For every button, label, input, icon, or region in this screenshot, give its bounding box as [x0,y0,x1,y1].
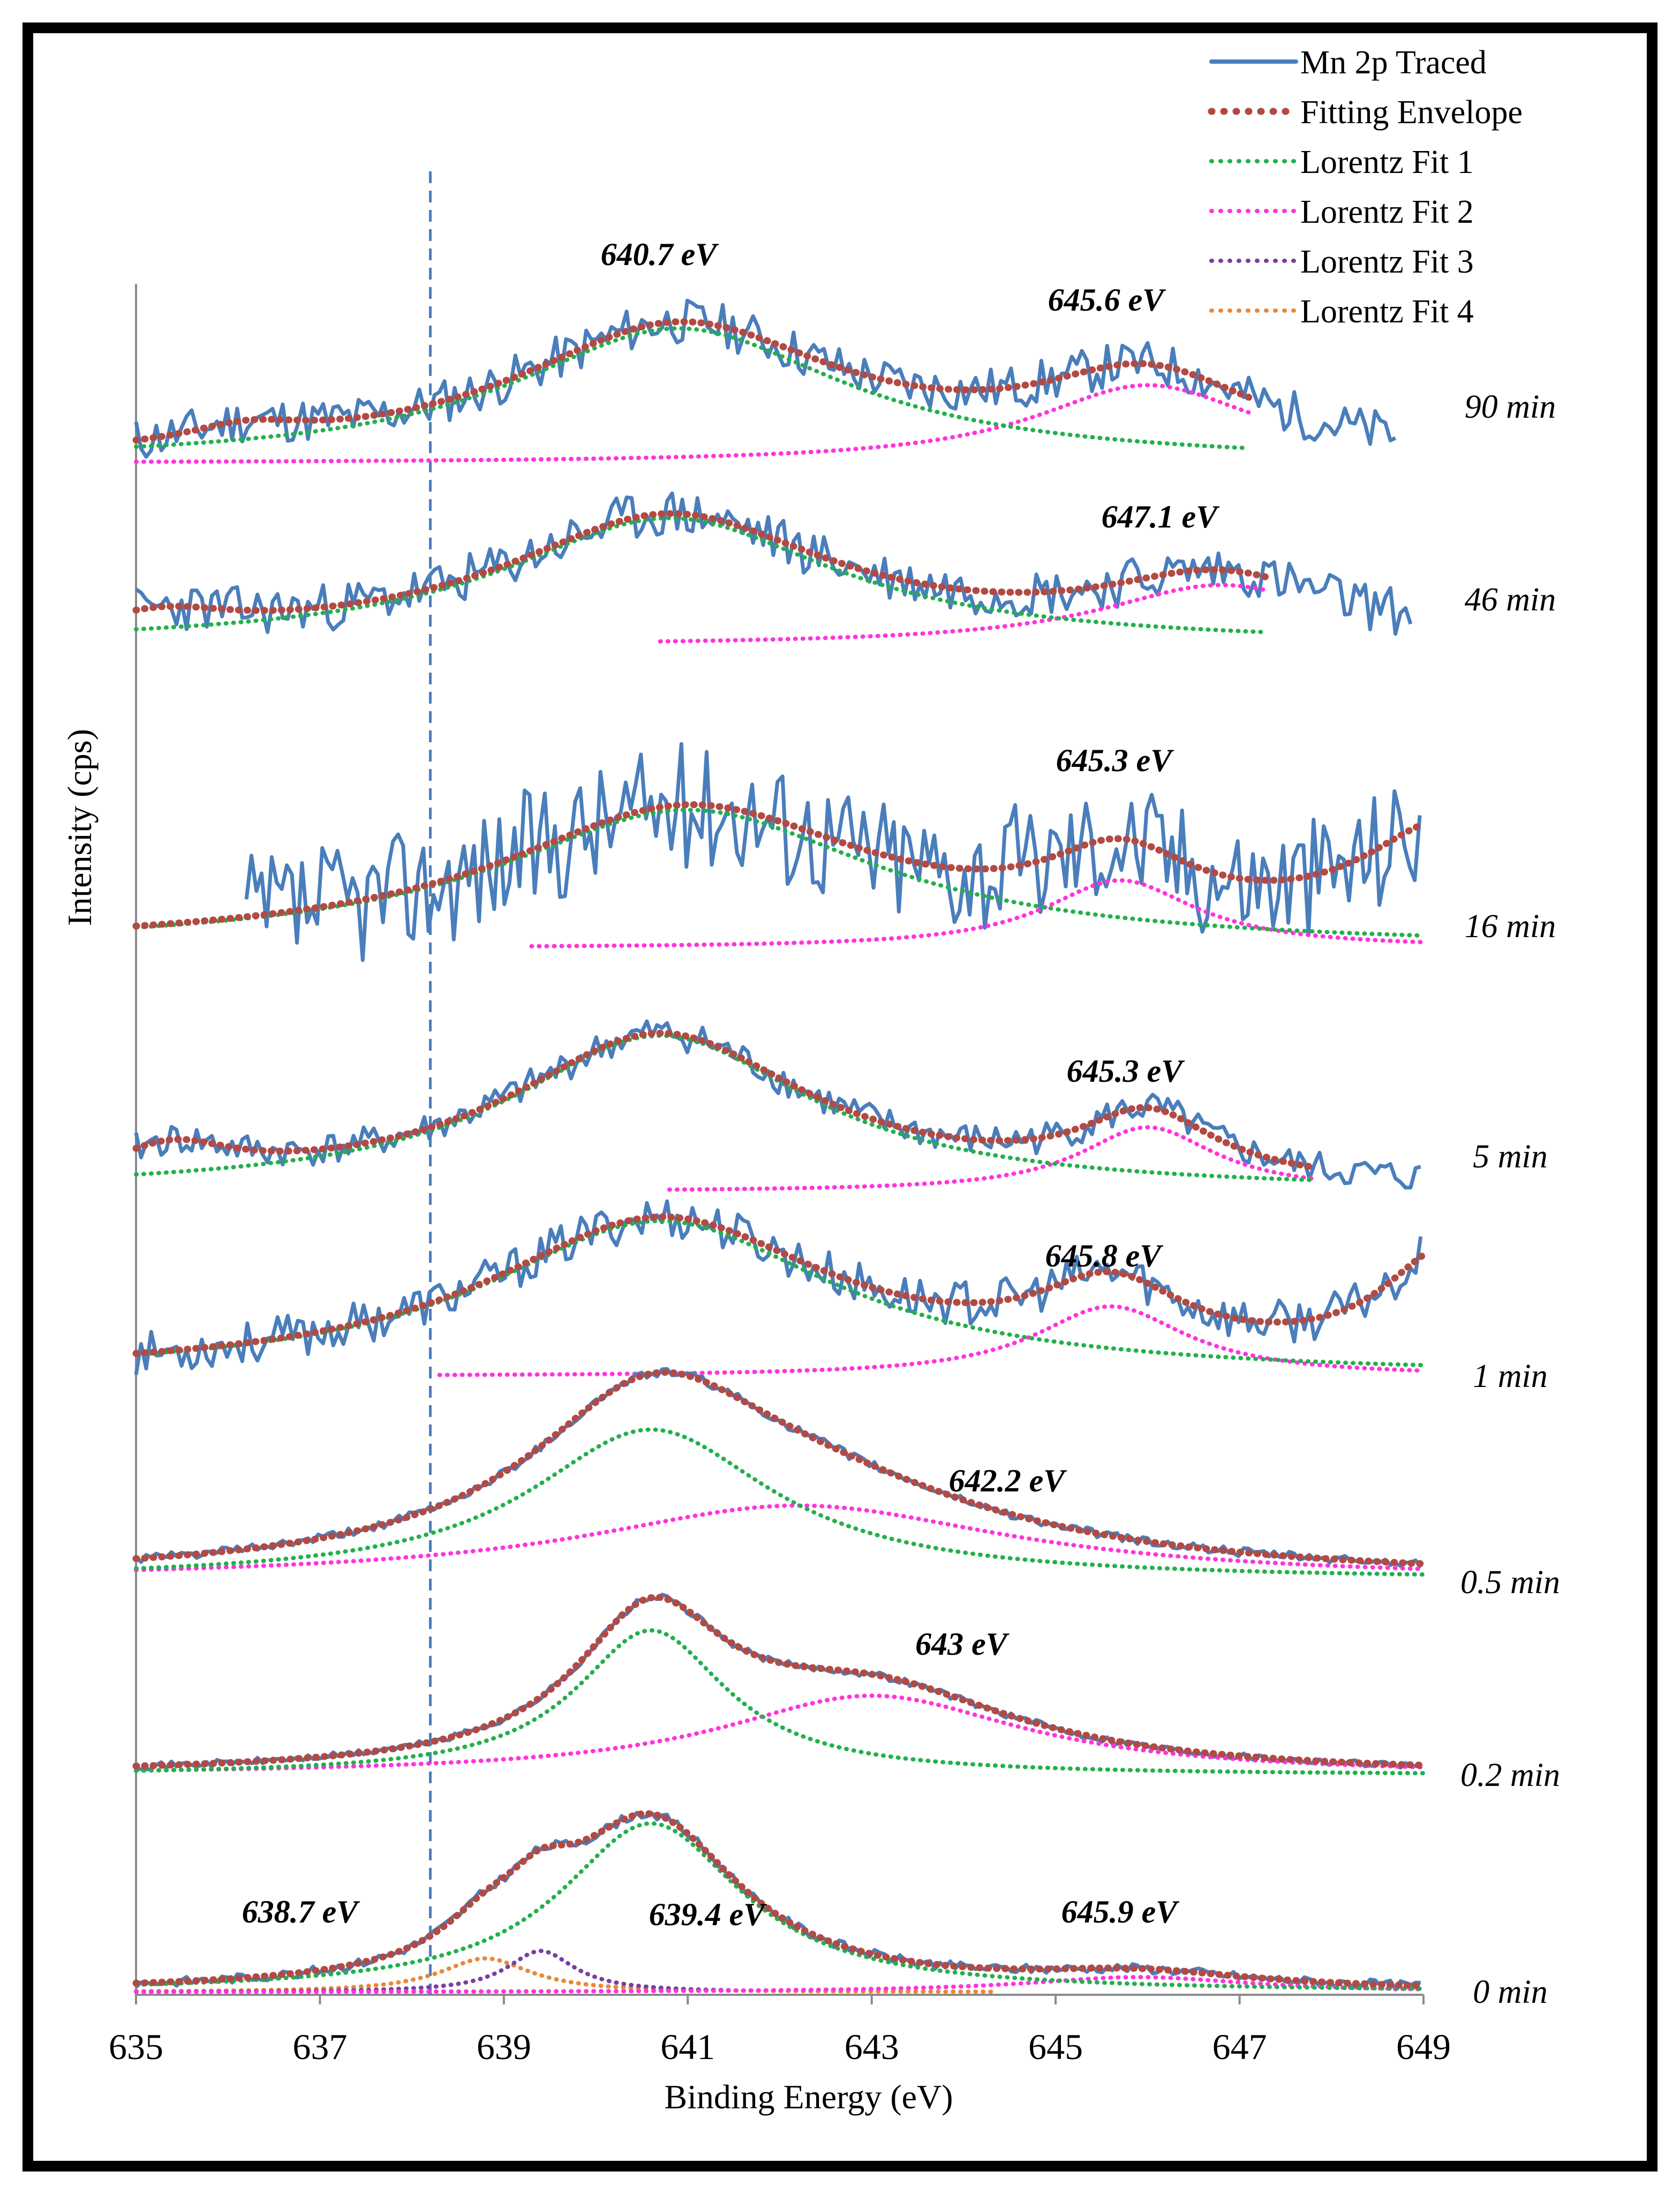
fitting-envelope-line [132,1029,1317,1171]
mn-2p-traced-line [135,1593,1422,1771]
time-label: 0.5 min [1460,1564,1560,1601]
mn-2p-traced-line [134,1019,1421,1190]
peak-label: 647.1 eV [1102,499,1221,534]
lorentz-fit-1-line [134,326,1251,450]
mn-2p-traced-line [135,491,1413,636]
legend-label: Lorentz Fit 1 [1300,144,1474,180]
fitting-envelope-line [132,1213,1427,1357]
peak-label: 639.4 eV [649,1897,768,1932]
fitting-envelope-line [132,1810,1427,1989]
y-axis-title: Intensity (cps) [61,729,99,926]
lorentz-fit-2-line [134,1975,1426,1994]
lorentz-fit-2-line [134,1503,1426,1572]
fitting-envelope-line [132,801,1427,930]
time-label: 0.2 min [1460,1757,1560,1793]
fitting-envelope-line [132,510,1271,614]
panel-1-min: 645.8 eV 1 min [132,1199,1548,1394]
legend-label: Lorentz Fit 2 [1300,194,1474,230]
figure-frame [22,22,1658,2172]
peak-label: 643 eV [915,1626,1010,1662]
fitting-envelope-line [132,1369,1427,1567]
x-tick-label: 643 [845,2026,899,2067]
x-tick-label: 641 [660,2026,715,2067]
lorentz-fit-2-line [529,878,1426,948]
legend-label: Lorentz Fit 3 [1300,244,1474,280]
panel-0-min: 638.7 eV 639.4 eV 645.9 eV 0 min [132,1810,1548,2010]
peak-label: 645.6 eV [1048,282,1167,318]
legend-label: Lorentz Fit 4 [1300,293,1474,330]
x-tick-label: 635 [109,2026,163,2067]
peak-label: 642.2 eV [949,1463,1068,1498]
lorentz-fit-2-line [134,1693,1426,1773]
lorentz-fit-1-line [134,516,1270,635]
lorentz-fit-2-line [658,583,1270,644]
time-label: 46 min [1465,582,1556,618]
x-tick-labels: 635 637 639 641 643 645 647 649 [109,2026,1451,2067]
fitting-envelope-line [132,318,1253,444]
time-label: 5 min [1473,1139,1548,1175]
lorentz-fit-2-line [134,383,1251,464]
fitting-envelope-line [132,1594,1427,1770]
time-label: 1 min [1473,1358,1548,1394]
mn-2p-traced-line [134,298,1397,459]
peak-label: 645.3 eV [1067,1053,1186,1089]
x-axis-title: Binding Energy (eV) [664,2078,953,2116]
time-label: 16 min [1465,908,1556,945]
x-tick-label: 637 [292,2026,347,2067]
peak-label: 645.9 eV [1061,1894,1180,1929]
panel-16-min: 645.3 eV 16 min [132,742,1556,962]
x-tick-label: 645 [1028,2026,1083,2067]
panel-0_2-min: 643 eV 0.2 min [132,1593,1560,1793]
peak-label: 645.3 eV [1056,743,1175,778]
peak-label: 640.7 eV [601,237,720,272]
lorentz-fit-1-line [134,1821,1426,1991]
panel-90-min: 640.7 eV 645.6 eV 90 min [132,237,1556,464]
panel-46-min: 647.1 eV 46 min [132,491,1556,644]
legend-label: Fitting Envelope [1300,94,1523,131]
lorentz-fit-1-line [134,1427,1426,1577]
panel-5-min: 645.3 eV 5 min [132,1019,1548,1192]
lorentz-fit-1-line [134,1218,1426,1368]
spectra-panels: 640.7 eV 645.6 eV 90 min 647.1 eV 46 min 645.… [132,237,1560,2010]
legend-label: Mn 2p Traced [1300,44,1487,81]
lorentz-fit-2-line [667,1125,1315,1192]
time-label: 90 min [1465,389,1556,425]
panel-0_5-min: 642.2 eV 0.5 min [132,1367,1560,1601]
mn-2p-traced-line [134,1199,1423,1375]
x-tick-label: 649 [1396,2026,1451,2067]
x-tick-label: 639 [477,2026,531,2067]
time-label: 0 min [1473,1974,1548,2010]
mn-2p-traced-line [244,742,1422,962]
peak-label: 638.7 eV [242,1894,361,1929]
x-tick-label: 647 [1212,2026,1267,2067]
legend: Mn 2p Traced Fitting Envelope Lorentz Fit … [1208,44,1523,330]
peak-label: 645.8 eV [1045,1238,1164,1273]
lorentz-fit-2-line [437,1304,1426,1377]
